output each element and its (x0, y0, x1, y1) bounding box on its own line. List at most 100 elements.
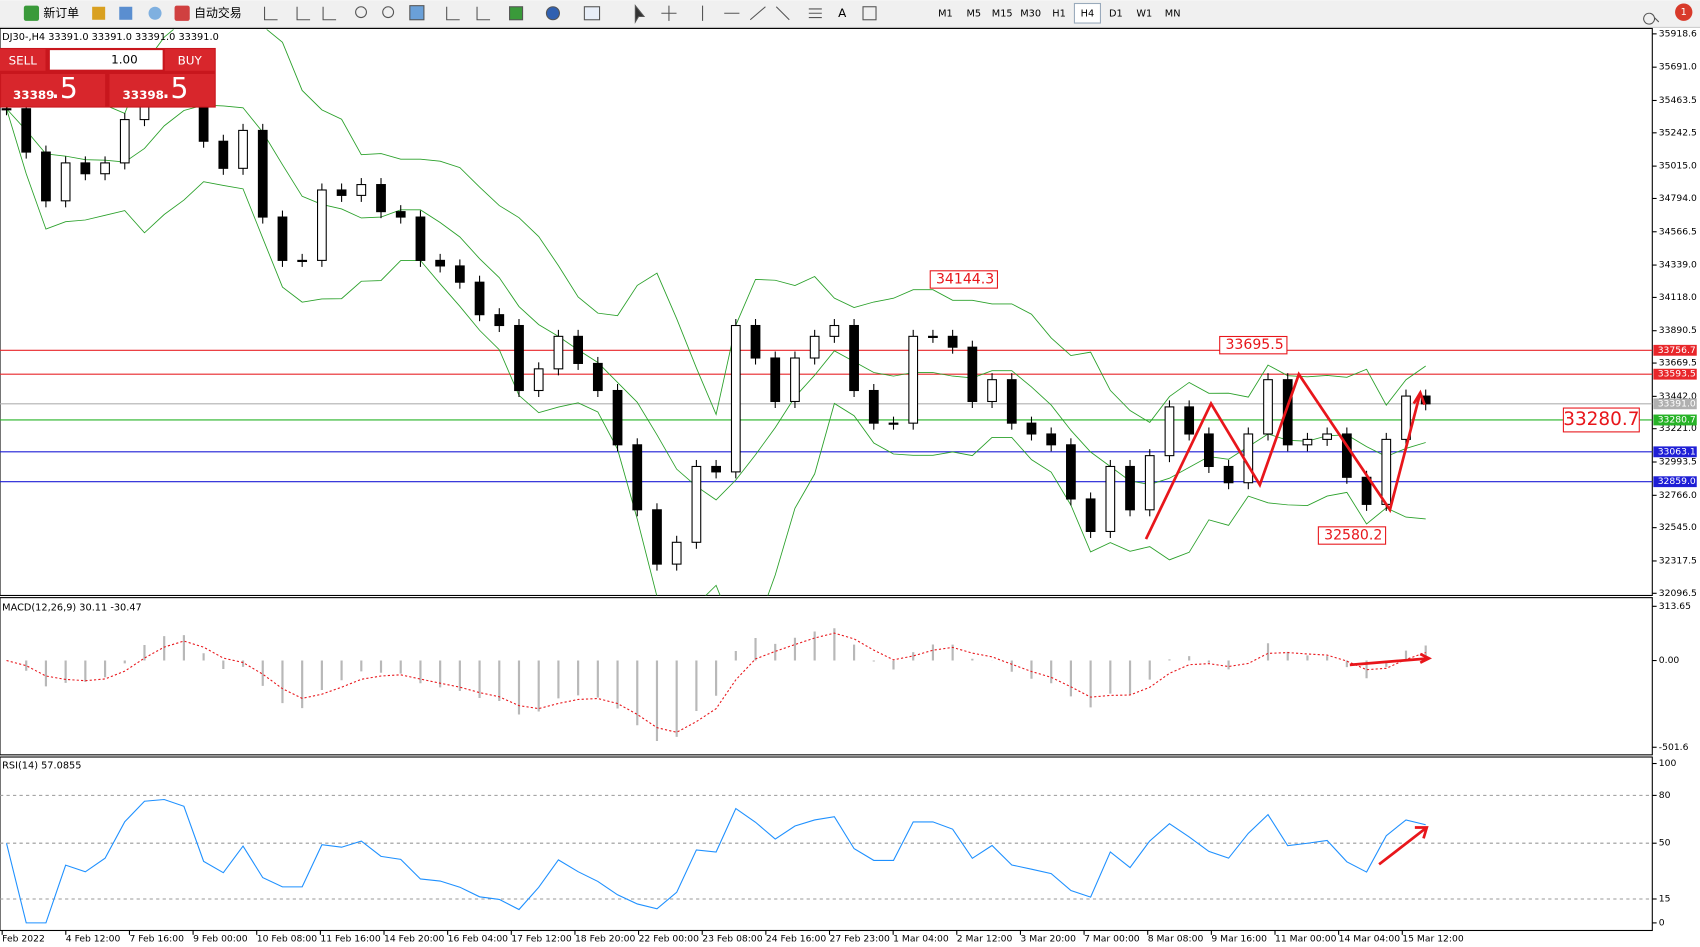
candle-body (257, 129, 268, 218)
buy-button[interactable] (164, 49, 215, 71)
timeframe-button[interactable]: H1 (1052, 8, 1066, 19)
level-label: 32859.0 (1658, 476, 1696, 487)
candle-body (1026, 422, 1037, 435)
bollinger-band (6, 104, 1426, 501)
timeframe-bar: M1 M5 M15 M30 H1 H4 D1 W1 MN (938, 2, 1181, 24)
text-tool-icon[interactable]: A (838, 6, 847, 20)
indicator-icon[interactable] (509, 6, 524, 21)
cursor-tool[interactable] (634, 4, 646, 24)
timeframe-button[interactable]: M15 (992, 8, 1013, 19)
candle-body (908, 335, 919, 424)
big-price-box (1562, 407, 1640, 433)
chart-type-icons[interactable] (263, 6, 337, 21)
buy-price[interactable]: 33398 (123, 88, 164, 102)
lots-input[interactable] (49, 50, 163, 70)
sell-price[interactable]: 33389 (13, 88, 54, 102)
period-icon[interactable] (545, 6, 560, 21)
new-order-button[interactable]: 新订单 (43, 6, 79, 20)
rsi-arrow (1378, 826, 1429, 866)
candle-body (1263, 379, 1273, 435)
label-tool[interactable] (862, 6, 877, 21)
sell-quote[interactable] (1, 73, 106, 107)
candle-body (395, 211, 406, 218)
x-tick-label: 4 Feb 12:00 (66, 934, 121, 945)
template-icon[interactable] (583, 6, 601, 21)
notification-badge[interactable] (1675, 3, 1693, 21)
candle-body (435, 259, 446, 267)
candle-body (849, 324, 859, 392)
y-tick-label: 35918.6 (1659, 28, 1697, 39)
x-tick-label: 8 Mar 08:00 (1148, 934, 1204, 945)
bollinger-band (6, 108, 1426, 596)
x-tick-label: 14 Mar 04:00 (1339, 934, 1401, 945)
timeframe-button[interactable]: M5 (967, 8, 982, 19)
timeframe-button[interactable]: W1 (1136, 8, 1152, 19)
axes: 35918.6 35691.0 35463.5 35242.5 35015.0 34794… (1, 28, 1697, 945)
y-tick-label: 32993.5 (1659, 457, 1697, 468)
draw-tools[interactable] (661, 5, 822, 21)
candle-body (297, 259, 308, 263)
y-tick-label: 15 (1659, 893, 1671, 904)
candle-body (1125, 465, 1135, 511)
candle-body (1184, 406, 1195, 435)
tile-icon[interactable] (409, 5, 425, 21)
icon[interactable] (148, 6, 162, 20)
candle-body (987, 379, 997, 403)
timeframe-button[interactable]: D1 (1109, 8, 1123, 19)
candle-body (1046, 433, 1057, 446)
y-tick-label: 34118.0 (1659, 292, 1697, 303)
auto-trading-button[interactable]: 自动交易 (194, 6, 242, 20)
y-tick-label: 32096.5 (1659, 588, 1697, 599)
sell-pips[interactable]: .5 (51, 72, 78, 105)
candle-body (1223, 465, 1234, 484)
search-icon[interactable] (1643, 12, 1660, 25)
rsi-plot (0, 794, 1653, 924)
level-tag (1653, 344, 1697, 356)
icon[interactable] (92, 6, 106, 20)
candle-body (612, 389, 623, 446)
candle-body (376, 184, 386, 213)
zoom-in[interactable] (355, 6, 367, 19)
candle-body (514, 324, 524, 392)
candle-body (317, 189, 327, 261)
buy-quote[interactable] (109, 73, 215, 107)
x-tick-label: 22 Feb 00:00 (639, 934, 700, 945)
candle-body (967, 346, 978, 403)
buy-label[interactable]: BUY (178, 53, 203, 67)
x-tick-label: 18 Feb 20:00 (575, 934, 636, 945)
buy-pips[interactable]: .5 (162, 72, 189, 105)
candle-body (947, 335, 958, 348)
x-tick-label: 23 Feb 08:00 (702, 934, 763, 945)
macd-plot (6, 628, 1427, 741)
new-order-icon[interactable] (23, 5, 40, 21)
y-tick-label: 0.00 (1659, 655, 1680, 666)
timeframe-button[interactable]: M30 (1020, 8, 1041, 19)
price-annotation-box (1317, 526, 1387, 545)
symbol-info: DJ30-,H4 33391.0 33391.0 33391.0 33391.0 (2, 32, 219, 43)
y-tick-label: 33669.5 (1659, 358, 1697, 369)
sell-button[interactable] (0, 49, 46, 71)
level-label: 33756.7 (1658, 345, 1696, 356)
scroll-icons[interactable] (446, 6, 491, 21)
timeframe-button[interactable]: H4 (1081, 8, 1095, 19)
lots-value[interactable]: 1.00 (111, 52, 138, 66)
candle-body (553, 335, 564, 370)
x-tick-label: 24 Feb 16:00 (766, 934, 827, 945)
y-tick-label: 32766.0 (1659, 490, 1697, 501)
main-pane (0, 27, 1653, 597)
x-tick-label: 16 Feb 04:00 (448, 934, 509, 945)
timeframe-active[interactable] (1073, 2, 1101, 24)
zoom-out[interactable] (382, 6, 395, 19)
macd-signal (6, 632, 1426, 733)
candle-body (1282, 379, 1293, 446)
sell-label[interactable]: SELL (9, 53, 38, 67)
price-annotation: 33695.5 (1225, 337, 1283, 353)
timeframe-button[interactable]: MN (1165, 8, 1181, 19)
big-price-label: 33280.7 (1563, 409, 1639, 430)
x-tick-label: 10 Feb 08:00 (257, 934, 318, 945)
notification-count[interactable]: 1 (1681, 7, 1687, 18)
auto-trading-icon[interactable] (174, 5, 190, 21)
timeframe-button[interactable]: M1 (938, 8, 953, 19)
icon[interactable] (119, 6, 133, 20)
level-tag (1653, 368, 1697, 380)
